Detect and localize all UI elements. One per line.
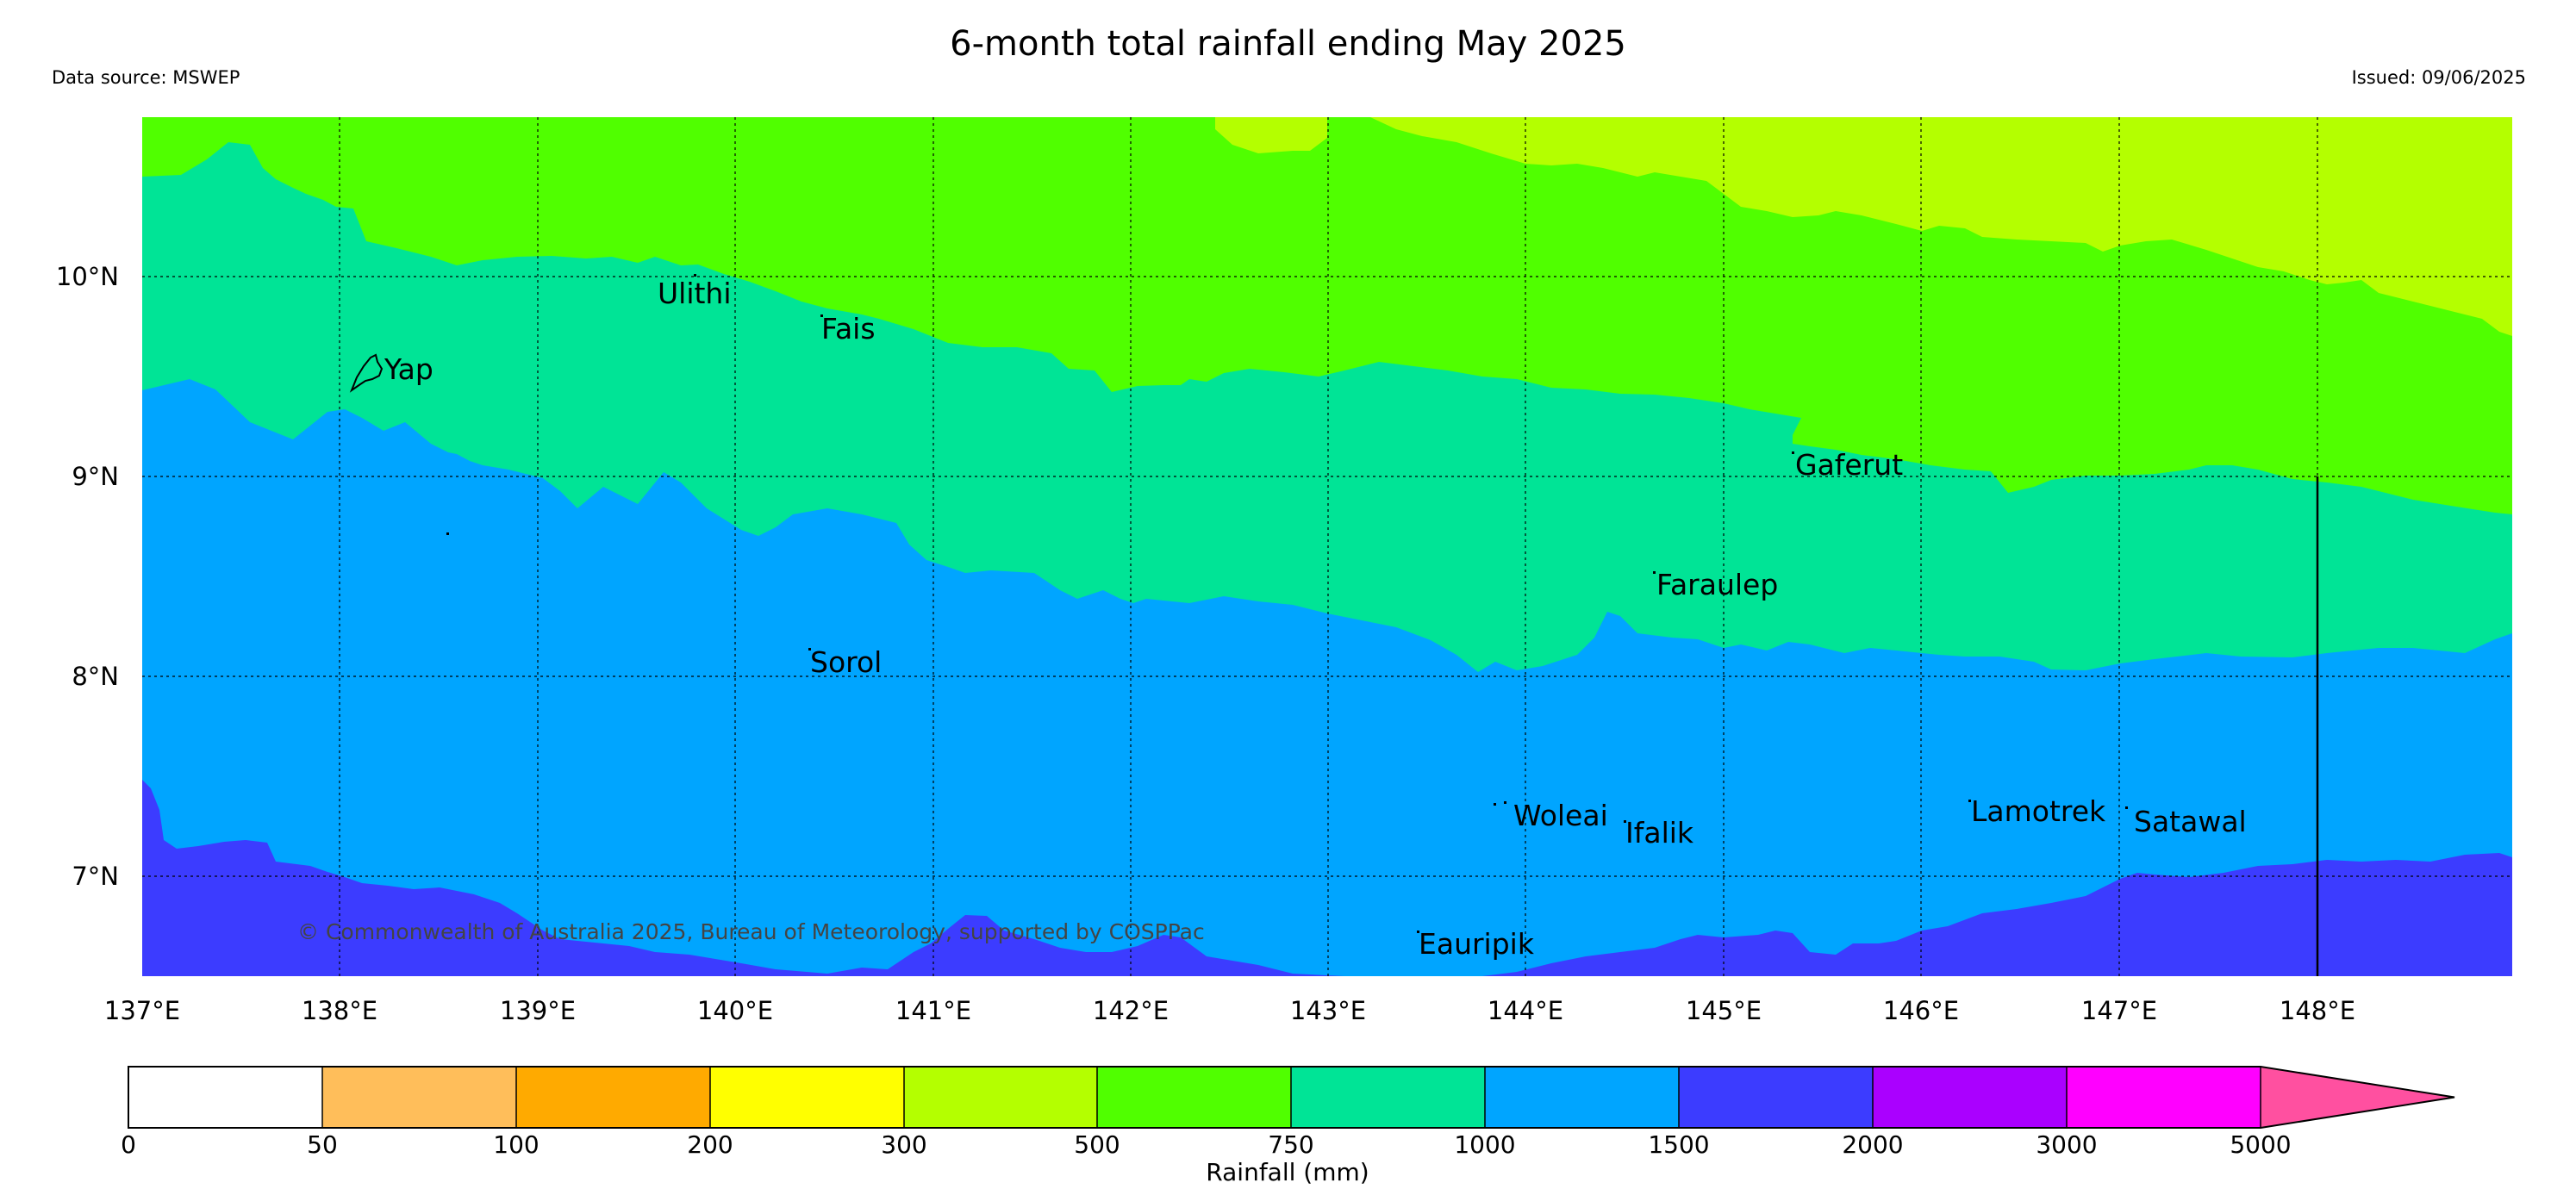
colorbar: 0 50 100 200 300 500 750 1000 1500 2000 … (121, 1066, 2455, 1186)
yap-island-outline (349, 353, 384, 393)
colorbar-tick-label: 5000 (2230, 1130, 2291, 1159)
lon-tick-label: 147°E (2081, 996, 2157, 1025)
rainfall-bands (142, 117, 2512, 976)
place-labels: Yap Ulithi Fais Gaferut Faraulep Sorol W… (384, 277, 2247, 961)
graticule (142, 117, 2512, 976)
lon-tick-label: 140°E (697, 996, 773, 1025)
colorbar-swatch (1097, 1067, 1291, 1128)
colorbar-outline (128, 1066, 2455, 1129)
colorbar-tick-label: 1500 (1648, 1130, 1709, 1159)
island-markers (446, 274, 2128, 933)
place-label-satawal: Satawal (2134, 805, 2247, 838)
map-title: 6-month total rainfall ending May 2025 (950, 24, 1626, 64)
colorbar-tick-label: 200 (687, 1130, 733, 1159)
lon-tick-label: 141°E (895, 996, 971, 1025)
colorbar-tick-label: 1000 (1454, 1130, 1515, 1159)
lat-tick-label: 8°N (72, 662, 119, 691)
latitude-ticks: 10°N 9°N 8°N 7°N (56, 262, 119, 891)
colorbar-extension-arrow (2261, 1067, 2454, 1128)
colorbar-swatch (1291, 1067, 1485, 1128)
lon-tick-label: 139°E (500, 996, 576, 1025)
place-label-gaferut: Gaferut (1795, 448, 1903, 482)
colorbar-swatch (2067, 1067, 2261, 1128)
place-label-sorol: Sorol (810, 645, 882, 679)
place-label-eauripik: Eauripik (1419, 927, 1535, 961)
lat-tick-label: 10°N (56, 262, 119, 291)
place-label-ifalik: Ifalik (1625, 816, 1694, 850)
place-label-ulithi: Ulithi (658, 277, 732, 310)
colorbar-tick-label: 0 (121, 1130, 136, 1159)
lat-tick-label: 7°N (72, 862, 119, 891)
colorbar-tick-label: 3000 (2036, 1130, 2097, 1159)
colorbar-swatch (710, 1067, 904, 1128)
copyright-notice: © Commonwealth of Australia 2025, Bureau… (297, 919, 1205, 944)
issued-date-label: Issued: 09/06/2025 (2351, 67, 2526, 88)
colorbar-tick-label: 100 (493, 1130, 539, 1159)
lat-tick-label: 9°N (72, 462, 119, 491)
place-label-lamotrek: Lamotrek (1971, 794, 2106, 828)
colorbar-swatch (1679, 1067, 1873, 1128)
colorbar-tick-label: 300 (881, 1130, 926, 1159)
lon-tick-label: 138°E (302, 996, 377, 1025)
colorbar-swatch (128, 1067, 322, 1128)
colorbar-axis-label: Rainfall (mm) (1206, 1158, 1369, 1186)
colorbar-tick-label: 50 (307, 1130, 338, 1159)
colorbar-swatch (322, 1067, 516, 1128)
band-300-500 (1215, 117, 2512, 336)
place-label-faraulep: Faraulep (1656, 568, 1778, 601)
place-label-fais: Fais (821, 312, 876, 345)
colorbar-swatch (904, 1067, 1097, 1128)
colorbar-tick-label: 750 (1268, 1130, 1313, 1159)
colorbar-tick-label: 500 (1074, 1130, 1120, 1159)
colorbar-swatch (516, 1067, 710, 1128)
colorbar-swatch (1485, 1067, 1679, 1128)
lon-tick-label: 144°E (1488, 996, 1563, 1025)
colorbar-tick-label: 2000 (1842, 1130, 1903, 1159)
longitude-ticks: 137°E 138°E 139°E 140°E 141°E 142°E 143°… (104, 996, 2355, 1025)
data-source-label: Data source: MSWEP (52, 67, 240, 88)
lon-tick-label: 143°E (1290, 996, 1366, 1025)
colorbar-swatch (1873, 1067, 2067, 1128)
lon-tick-label: 142°E (1093, 996, 1169, 1025)
place-label-yap: Yap (384, 352, 433, 386)
band-1500-2000 (142, 780, 2512, 976)
lon-tick-label: 146°E (1883, 996, 1959, 1025)
lon-tick-label: 137°E (104, 996, 180, 1025)
lon-tick-label: 145°E (1686, 996, 1762, 1025)
place-label-woleai: Woleai (1513, 799, 1608, 832)
lon-tick-label: 148°E (2280, 996, 2355, 1025)
